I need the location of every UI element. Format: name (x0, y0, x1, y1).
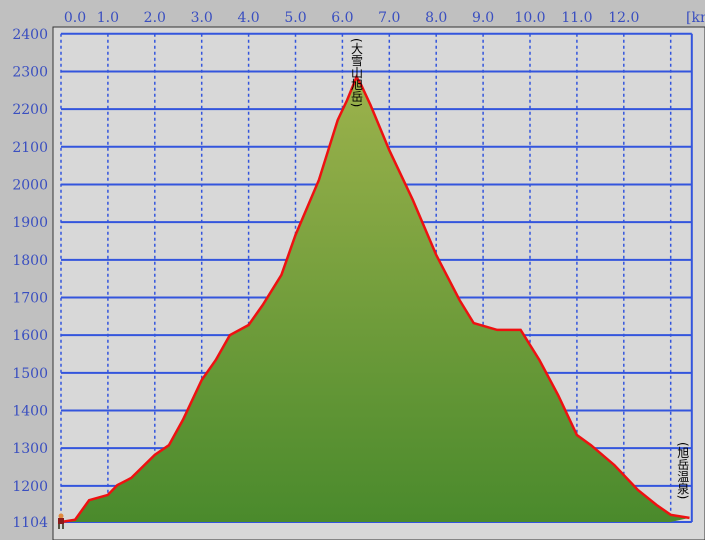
x-tick-label: 6.0 (331, 10, 353, 26)
elevation-area (61, 77, 690, 522)
x-unit-label: [km] (686, 10, 705, 26)
y-tick-label: 1300 (12, 441, 48, 457)
y-tick-label: 1600 (12, 328, 48, 344)
peak-annotation: (大雪山旭岳) (349, 38, 363, 107)
x-tick-label: 4.0 (237, 10, 259, 26)
y-tick-label: 1500 (12, 366, 48, 382)
y-tick-label: 1400 (12, 403, 48, 419)
y-tick-label: 2000 (12, 177, 48, 193)
x-tick-label: 11.0 (561, 10, 592, 26)
elevation-line (60, 74, 690, 524)
x-tick-label: 12.0 (608, 10, 639, 26)
hiker-icon (58, 513, 64, 529)
axis-ticks: 2400 2300 2200 2100 2000 1900 1800 1700 1600 1500… (12, 10, 705, 531)
peak-annotation: (旭岳温泉) (676, 442, 690, 499)
y-tick-label: 2300 (12, 64, 48, 80)
y-tick-label: 1104 (12, 515, 48, 531)
y-tick-label: 1700 (12, 290, 48, 306)
x-tick-label: 8.0 (425, 10, 447, 26)
x-tick-label: 5.0 (284, 10, 306, 26)
x-tick-label: 10.0 (514, 10, 545, 26)
y-tick-label: 2100 (12, 140, 48, 156)
y-tick-label: 1800 (12, 253, 48, 269)
y-tick-label: 1900 (12, 215, 48, 231)
y-tick-label: 1200 (12, 479, 48, 495)
y-tick-label: 2400 (12, 27, 48, 43)
y-tick-label: 2200 (12, 102, 48, 118)
x-tick-label: 1.0 (97, 10, 119, 26)
x-tick-label: 3.0 (191, 10, 213, 26)
x-tick-label: 2.0 (144, 10, 166, 26)
x-tick-label: 7.0 (378, 10, 400, 26)
x-tick-label: 9.0 (472, 10, 494, 26)
annotations: (大雪山旭岳) (旭岳温泉) (349, 38, 689, 499)
x-tick-label: 0.0 (64, 10, 86, 26)
